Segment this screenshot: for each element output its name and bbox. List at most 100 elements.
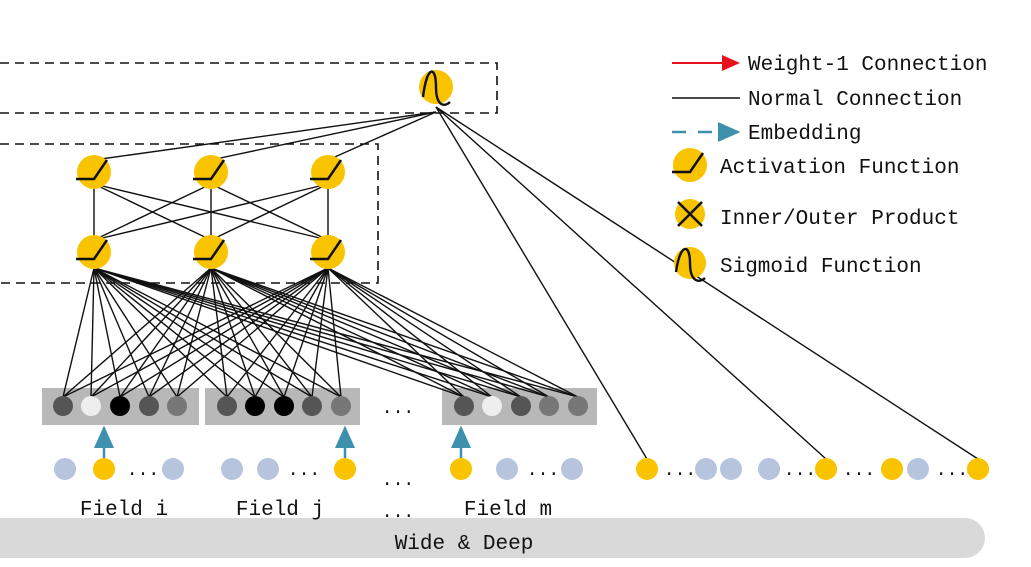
connection-line	[210, 267, 493, 398]
connection-line	[327, 267, 493, 398]
field-j-label: Field j	[236, 499, 324, 522]
legend-sigmoid-label: Sigmoid Function	[720, 256, 922, 279]
active-feature-dot	[93, 458, 115, 480]
activation-glyph	[310, 239, 343, 261]
legend-sigmoid-icon	[674, 247, 706, 282]
embedding-dot	[245, 396, 265, 416]
connection-line	[93, 267, 342, 398]
activation-glyph	[193, 159, 226, 181]
ellipsis-bottom: ...	[382, 503, 414, 523]
connection-line	[327, 267, 522, 398]
connection-line	[93, 267, 550, 398]
ellipsis-mid: ...	[382, 471, 414, 491]
active-feature-dot	[334, 458, 356, 480]
embedding-dot	[511, 396, 531, 416]
connection-line	[210, 267, 228, 398]
embedding-dot	[53, 396, 73, 416]
ellipsis-wide-2: ...	[784, 461, 816, 481]
legend-embedding-label: Embedding	[748, 123, 861, 146]
embedding-dot	[81, 396, 101, 416]
legend-activation-icon	[672, 148, 707, 182]
embedding-dot	[217, 396, 237, 416]
output-dashed-box	[0, 62, 498, 114]
embedding-dot	[274, 396, 294, 416]
connection-line	[62, 267, 212, 398]
connection-line	[311, 267, 329, 398]
connection-line	[119, 267, 329, 398]
connection-line	[210, 267, 256, 398]
connection-line	[93, 183, 329, 241]
wide-deep-bar	[0, 518, 985, 558]
embedding-arrows	[94, 425, 471, 458]
legend-product-icon	[675, 199, 705, 229]
connection-line	[435, 106, 827, 460]
nodes	[53, 70, 989, 480]
ellipsis-embed: ...	[382, 399, 414, 419]
connection-line	[283, 267, 329, 398]
connection-line	[210, 267, 522, 398]
connection-line	[327, 267, 465, 398]
connection-line	[210, 267, 550, 398]
inactive-feature-dot	[758, 458, 780, 480]
hidden-node-top	[194, 155, 228, 189]
connection-line	[62, 267, 95, 398]
inactive-feature-dot	[907, 458, 929, 480]
connection-line	[210, 267, 285, 398]
activation-glyph	[76, 159, 109, 181]
field-i-label: Field i	[80, 499, 168, 522]
embedding-dot	[482, 396, 502, 416]
connection-line	[93, 111, 437, 161]
wide-deep-label: Wide & Deep	[395, 533, 534, 556]
connection-line	[93, 267, 522, 398]
legend-normal-label: Normal Connection	[748, 89, 962, 112]
inactive-feature-dot	[257, 458, 279, 480]
connections	[62, 106, 979, 460]
connection-line	[90, 267, 329, 398]
activation-glyph	[310, 159, 343, 181]
connection-line	[210, 267, 579, 398]
connection-line	[90, 267, 212, 398]
hidden-node-top	[311, 155, 345, 189]
connection-line	[327, 111, 437, 161]
active-feature-dot	[881, 458, 903, 480]
embedding-dot	[568, 396, 588, 416]
connection-line	[90, 267, 95, 398]
connection-line	[148, 267, 212, 398]
hidden-node-top	[77, 155, 111, 189]
embedding-dot	[454, 396, 474, 416]
connection-line	[327, 267, 550, 398]
active-feature-dot	[967, 458, 989, 480]
connection-line	[93, 267, 121, 398]
connection-line	[93, 267, 493, 398]
legend-product-label: Inner/Outer Product	[720, 208, 959, 231]
inactive-feature-dot	[561, 458, 583, 480]
connection-line	[226, 267, 329, 398]
ellipsis-wide-1: ...	[664, 461, 696, 481]
hidden-node-bottom	[77, 235, 111, 269]
connection-line	[148, 267, 329, 398]
field-m-label: Field m	[464, 499, 552, 522]
connection-line	[93, 267, 285, 398]
activation-glyph	[193, 239, 226, 261]
connection-line	[210, 111, 437, 161]
connection-line	[254, 267, 329, 398]
sigmoid-curve	[421, 70, 451, 106]
connection-line	[327, 267, 579, 398]
connection-line	[176, 267, 329, 398]
ellipsis-wide-3: ...	[843, 461, 875, 481]
embedding-dot	[139, 396, 159, 416]
connection-line	[93, 267, 256, 398]
ellipsis-field-i: ...	[127, 461, 159, 481]
legend-activation-label: Activation Function	[720, 157, 959, 180]
ellipsis-field-m: ...	[527, 461, 559, 481]
hidden-node-bottom	[311, 235, 345, 269]
active-feature-dot	[636, 458, 658, 480]
active-feature-dot	[450, 458, 472, 480]
inactive-feature-dot	[496, 458, 518, 480]
inactive-feature-dot	[54, 458, 76, 480]
connection-line	[93, 183, 212, 241]
embedding-dot	[110, 396, 130, 416]
embedding-dot	[539, 396, 559, 416]
connection-line	[210, 267, 313, 398]
